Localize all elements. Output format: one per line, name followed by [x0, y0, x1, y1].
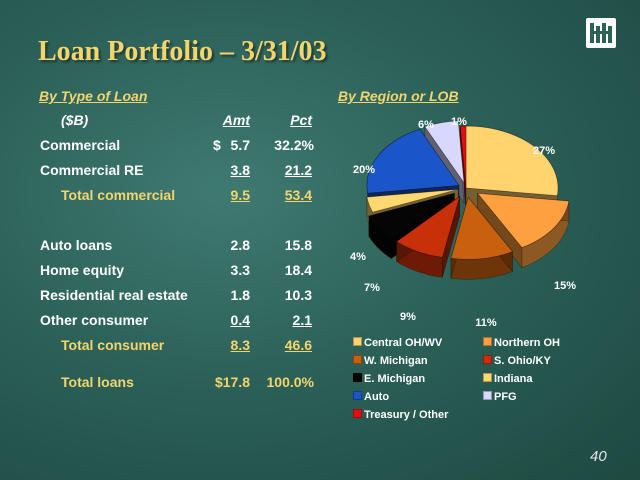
row-amt: $17.8	[214, 374, 250, 390]
legend-item-northern-oh: Northern OH	[483, 337, 560, 349]
legend-swatch	[483, 391, 492, 400]
units-label: ($B)	[61, 112, 89, 128]
row-amt: 3.3	[230, 262, 250, 278]
table-row-commercial-re: Commercial RE 3.8 21.2	[38, 158, 328, 183]
table-row-auto-loans: Auto loans 2.8 15.8	[38, 233, 328, 258]
row-amt: 5.7	[230, 137, 250, 153]
legend-label: Central OH/WV	[364, 337, 443, 349]
pie-label-s-ohio-ky: 9%	[400, 311, 416, 323]
pie-slice-central-oh-wv	[465, 125, 559, 197]
pie-label-central-oh-wv: 27%	[533, 145, 555, 157]
pie-label-northern-oh: 15%	[554, 280, 576, 292]
legend-label: Auto	[364, 391, 390, 403]
page-number: 40	[590, 448, 607, 465]
pie-slice-auto	[366, 128, 460, 194]
legend-swatch	[353, 409, 362, 418]
row-label: Total commercial	[61, 187, 176, 203]
legend-swatch	[353, 355, 362, 364]
row-pct: 100.0%	[266, 374, 314, 390]
legend-swatch	[483, 373, 492, 382]
table-row-total-consumer: Total consumer 8.3 46.6	[38, 333, 328, 358]
row-label: Commercial	[40, 137, 121, 153]
row-amt: 1.8	[230, 287, 250, 303]
row-amt: 2.8	[230, 237, 250, 253]
row-pct: 15.8	[284, 237, 312, 253]
legend-label: E. Michigan	[364, 373, 426, 385]
pie-label-auto: 20%	[353, 164, 375, 176]
row-pct: 10.3	[284, 287, 312, 303]
row-label: Commercial RE	[40, 162, 144, 178]
legend-item-central-oh-wv: Central OH/WV	[353, 337, 442, 349]
loan-type-heading: By Type of Loan	[39, 88, 148, 104]
legend-label: S. Ohio/KY	[494, 355, 551, 367]
legend-item-pfg: PFG	[483, 391, 517, 403]
row-pct: 32.2%	[274, 137, 314, 153]
legend-label: Northern OH	[494, 337, 560, 349]
dollar-sign: $	[213, 137, 221, 153]
pie-label-w-michigan: 11%	[475, 317, 497, 329]
table-row-home-equity: Home equity 3.3 18.4	[38, 258, 328, 283]
legend-swatch	[483, 355, 492, 364]
row-pct: 53.4	[284, 187, 312, 203]
pie-slice-w-michigan	[450, 196, 514, 260]
table-header-row: ($B) Amt Pct	[38, 108, 328, 133]
legend-label: W. Michigan	[364, 355, 428, 367]
legend-item-w-michigan: W. Michigan	[353, 355, 428, 367]
row-amt: 8.3	[230, 337, 250, 353]
table-row-residential-real-estate: Residential real estate 1.8 10.3	[38, 283, 328, 308]
pie-label-treasury-other: 1%	[451, 116, 467, 128]
row-pct: 2.1	[292, 312, 312, 328]
pie-label-pfg: 6%	[418, 119, 434, 131]
pie-slice-treasury-other	[459, 125, 467, 189]
pie-label-e-michigan: 7%	[364, 282, 380, 294]
row-pct: 21.2	[284, 162, 312, 178]
pie-label-indiana: 4%	[350, 251, 366, 263]
loan-type-table: ($B) Amt Pct Commercial $ 5.7 32.2% Comm…	[38, 108, 328, 395]
legend-label: PFG	[494, 391, 517, 403]
row-amt: 3.8	[230, 162, 250, 178]
row-label: Total loans	[61, 374, 134, 390]
legend-swatch	[483, 337, 492, 346]
legend-item-treasury-other: Treasury / Other	[353, 409, 448, 421]
table-row-total-commercial: Total commercial 9.5 53.4	[38, 183, 328, 208]
row-label: Other consumer	[40, 312, 149, 328]
legend-item-auto: Auto	[353, 391, 389, 403]
row-label: Total consumer	[61, 337, 165, 353]
region-heading: By Region or LOB	[338, 88, 459, 104]
row-label: Home equity	[40, 262, 125, 278]
legend-swatch	[353, 391, 362, 400]
row-amt: 9.5	[230, 187, 250, 203]
bank-logo-icon	[586, 18, 616, 48]
legend-swatch	[353, 337, 362, 346]
row-amt: 0.4	[230, 312, 250, 328]
pie-slice-indiana	[366, 188, 459, 213]
slide-title: Loan Portfolio – 3/31/03	[38, 36, 327, 67]
table-row-commercial: Commercial $ 5.7 32.2%	[38, 133, 328, 158]
table-row-total-loans: Total loans $17.8 100.0%	[38, 370, 328, 395]
pie-slice-northern-oh	[476, 192, 570, 249]
pie-slice-s-ohio-ky	[396, 195, 461, 258]
legend-item-e-michigan: E. Michigan	[353, 373, 425, 385]
pie-slice-e-michigan	[368, 192, 455, 239]
pct-column-header: Pct	[290, 112, 312, 128]
legend-item-s-ohio-ky: S. Ohio/KY	[483, 355, 551, 367]
pie-slice-pfg	[424, 120, 465, 185]
row-label: Auto loans	[40, 237, 113, 253]
table-row-other-consumer: Other consumer 0.4 2.1	[38, 308, 328, 333]
legend-item-indiana: Indiana	[483, 373, 533, 385]
legend-label: Indiana	[494, 373, 533, 385]
region-pie-chart: 27% 15% 11% 9% 7% 4% 20% 6% 1%	[350, 116, 576, 329]
amt-column-header: Amt	[222, 112, 250, 128]
legend-swatch	[353, 373, 362, 382]
row-pct: 46.6	[284, 337, 312, 353]
row-label: Residential real estate	[40, 287, 188, 303]
row-pct: 18.4	[284, 262, 312, 278]
legend-label: Treasury / Other	[364, 409, 449, 421]
